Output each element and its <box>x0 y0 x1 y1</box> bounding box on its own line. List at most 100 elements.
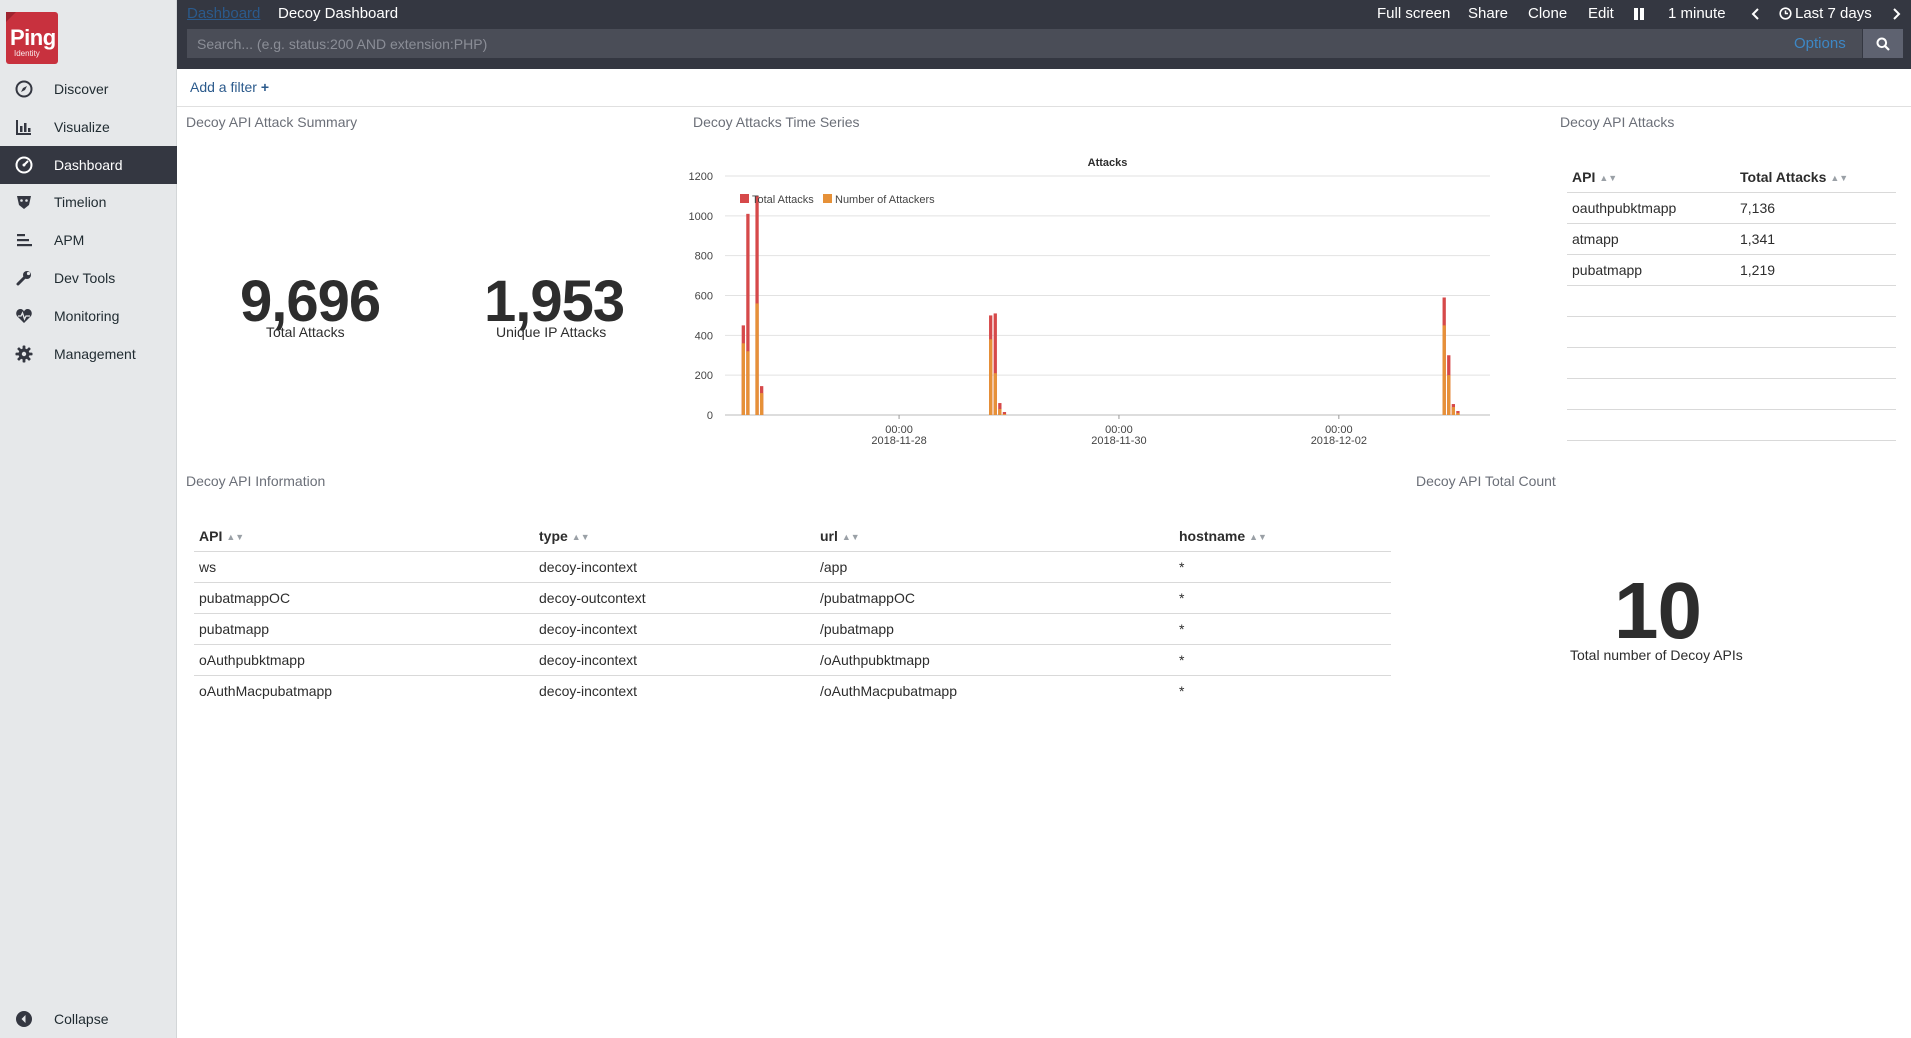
ping-logo[interactable]: Ping Identity <box>6 12 58 64</box>
bar-number-of-attackers <box>1456 413 1460 415</box>
bar-number-of-attackers <box>759 393 764 415</box>
share-button[interactable]: Share <box>1468 5 1509 22</box>
nav-label: Discover <box>54 81 109 97</box>
column-header-url[interactable]: url ▲▼ <box>820 521 1179 552</box>
api-attacks-table: API ▲▼ Total Attacks ▲▼ oauthpubktmapp 7,1… <box>1567 162 1896 441</box>
metric-value-decoy-api-count: 10 <box>1614 566 1702 655</box>
column-header-hostname[interactable]: hostname ▲▼ <box>1179 521 1391 552</box>
cell-type: decoy-incontext <box>539 613 820 645</box>
column-header-label: API <box>1572 168 1596 185</box>
options-link[interactable]: Options <box>1794 35 1846 52</box>
cell-url: /pubatmappOC <box>820 582 1179 614</box>
column-header-label: API <box>199 527 223 544</box>
cell-total-attacks: 1,341 <box>1740 223 1896 255</box>
cell-type: decoy-incontext <box>539 682 638 699</box>
chevron-right-icon[interactable] <box>1892 7 1902 24</box>
y-tick-label: 200 <box>695 370 713 382</box>
nav-item-apm[interactable]: APM <box>0 221 177 259</box>
chart-title: Attacks <box>1088 157 1128 169</box>
edit-button[interactable]: Edit <box>1588 5 1614 22</box>
sort-icon: ▲▼ <box>226 532 245 543</box>
cell-api: pubatmapp <box>194 613 539 645</box>
search-button[interactable] <box>1863 29 1903 58</box>
clock-icon <box>1779 7 1792 24</box>
cell-api: pubatmapp <box>1567 254 1740 286</box>
table-row: pubatmapp 1,219 <box>1567 254 1896 286</box>
collapse-icon <box>14 1009 34 1029</box>
nav-item-management[interactable]: Management <box>0 335 177 373</box>
wrench-icon <box>14 268 34 288</box>
nav-label: Timelion <box>54 194 107 210</box>
add-filter-button[interactable]: Add a filter + <box>190 79 269 95</box>
full-screen-button[interactable]: Full screen <box>1377 5 1451 22</box>
refresh-interval-button[interactable]: 1 minute <box>1668 5 1726 22</box>
table-row: pubatmapp decoy-incontext /pubatmapp * <box>194 613 1391 645</box>
y-tick-label: 600 <box>695 291 713 303</box>
cell-hostname: * <box>1179 613 1391 645</box>
add-filter-label: Add a filter <box>190 79 257 95</box>
metric-label-decoy-api-count: Total number of Decoy APIs <box>1570 647 1743 663</box>
panel-title-api-information: Decoy API Information <box>186 473 326 489</box>
gear-icon <box>14 344 34 364</box>
api-information-table: API ▲▼ type ▲▼ url ▲▼ hostname ▲▼ ws decoy-i… <box>194 521 1391 706</box>
sort-icon: ▲▼ <box>841 532 860 543</box>
bar-number-of-attackers <box>1002 414 1007 415</box>
metric-value-unique-ip: 1,953 <box>484 269 625 334</box>
cell-url: /oAuthMacpubatmapp <box>820 682 957 699</box>
table-row: pubatmappOC decoy-outcontext /pubatmappO… <box>194 582 1391 614</box>
compass-icon <box>14 79 34 99</box>
column-header-label: hostname <box>1179 527 1246 544</box>
breadcrumb-dashboard-link[interactable]: Dashboard <box>187 5 261 22</box>
timelion-icon <box>14 192 34 212</box>
cell-url: /oAuthpubktmapp <box>820 644 1179 676</box>
table-row-empty <box>1567 285 1896 317</box>
cell-total-attacks: 7,136 <box>1740 192 1896 224</box>
logo-subtext: Identity <box>14 49 40 58</box>
bar-number-of-attackers <box>741 343 745 415</box>
y-tick-label: 1200 <box>689 171 713 183</box>
nav-label: Dashboard <box>54 157 123 173</box>
column-header-total-attacks[interactable]: Total Attacks ▲▼ <box>1740 162 1896 193</box>
nav-item-discover[interactable]: Discover <box>0 70 177 108</box>
y-tick-label: 400 <box>695 330 713 342</box>
y-tick-label: 800 <box>695 251 713 263</box>
collapse-button[interactable]: Collapse <box>0 1000 177 1038</box>
apm-icon <box>14 230 34 250</box>
nav-item-visualize[interactable]: Visualize <box>0 108 177 146</box>
time-range-picker[interactable]: Last 7 days <box>1795 5 1872 22</box>
nav-item-monitoring[interactable]: Monitoring <box>0 297 177 335</box>
column-header-api[interactable]: API ▲▼ <box>194 521 539 552</box>
nav-item-timelion[interactable]: Timelion <box>0 183 177 221</box>
cell-type: decoy-incontext <box>539 551 820 583</box>
x-tick-label: 00:00 <box>885 424 913 436</box>
column-header-api[interactable]: API ▲▼ <box>1567 162 1740 193</box>
heartbeat-icon <box>14 306 34 326</box>
cell-api: oAuthMacpubatmapp <box>199 682 333 699</box>
clone-button[interactable]: Clone <box>1528 5 1568 22</box>
x-tick-label: 00:00 <box>1105 424 1133 436</box>
logo-corner <box>6 12 16 22</box>
nav-item-dashboard[interactable]: Dashboard <box>0 146 177 184</box>
table-row: oauthpubktmapp 7,136 <box>1567 192 1896 224</box>
cell-url: /app <box>820 551 1179 583</box>
query-bar: Options <box>177 27 1911 69</box>
cell-api: oAuthpubktmapp <box>194 644 539 676</box>
search-input[interactable] <box>187 29 1862 58</box>
bar-number-of-attackers <box>1442 325 1446 415</box>
table-row: ws decoy-incontext /app * <box>194 551 1391 583</box>
table-row: oAuthpubktmapp decoy-incontext /oAuthpub… <box>194 644 1391 676</box>
logo-text: Ping <box>10 25 56 50</box>
bar-number-of-attackers <box>1447 375 1451 415</box>
chevron-left-icon[interactable] <box>1750 7 1760 24</box>
cell-hostname: * <box>1179 582 1391 614</box>
metric-label-total-attacks: Total Attacks <box>266 324 345 340</box>
panel-title-api-attacks: Decoy API Attacks <box>1560 114 1675 130</box>
nav-item-dev-tools[interactable]: Dev Tools <box>0 259 177 297</box>
column-header-label: Total Attacks <box>1740 168 1827 185</box>
plus-icon: + <box>260 79 270 95</box>
table-header-row: API ▲▼ Total Attacks ▲▼ <box>1567 162 1896 193</box>
cell-api: atmapp <box>1567 223 1740 255</box>
pause-icon[interactable] <box>1633 7 1645 24</box>
sidebar: Ping Identity Discover Visualize Dashboa… <box>0 0 177 1038</box>
column-header-type[interactable]: type ▲▼ <box>539 521 820 552</box>
